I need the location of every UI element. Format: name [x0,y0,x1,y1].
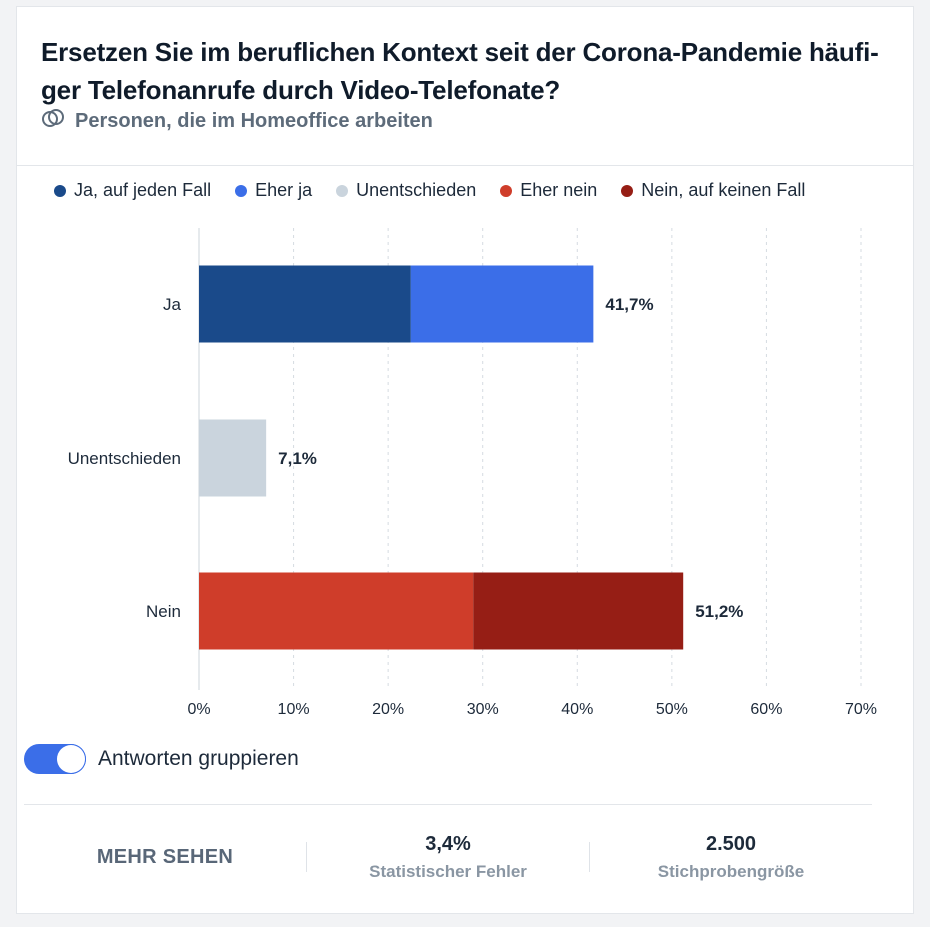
group-answers-toggle-row: Antworten gruppieren [24,744,299,774]
y-category-label: Unentschieden [68,449,181,468]
footer-separator [306,842,307,872]
bar-total-label: 51,2% [695,602,743,621]
legend-label: Eher nein [520,180,598,200]
chart-title: Ersetzen Sie im beruflichen Kontext seit… [41,33,891,109]
legend-label: Unentschieden [356,180,477,200]
legend-dot [336,184,349,197]
chart-title-line-1: Ersetzen Sie im beruflichen Kontext seit… [41,37,879,67]
overlapping-circles-icon [41,106,65,136]
bar-segment [199,265,411,343]
bar-total-label: 7,1% [278,449,317,468]
bar-segment [199,572,474,650]
sample-size-value: 2.500 [705,832,757,855]
x-tick-label: 60% [750,701,782,718]
legend-item-nein-auf-keinen-fall[interactable]: Nein, auf keinen Fall [621,180,805,201]
sample-size-label: Stichprobengröße [657,861,805,881]
toggle-label: Antworten gruppieren [98,747,299,770]
card-footer: MEHR SEHEN 3,4% Statistischer Fehler 2.5… [24,820,872,894]
card-header: Ersetzen Sie im beruflichen Kontext seit… [17,7,913,166]
legend-dot [54,184,66,197]
more-button[interactable]: MEHR SEHEN [91,845,239,870]
legend-item-eher-ja[interactable]: Eher ja [235,180,312,201]
x-tick-label: 10% [278,701,310,718]
chart-subtitle: Personen, die im Homeoffice arbeiten [41,107,433,135]
more-cell: MEHR SEHEN [24,820,306,894]
legend-item-ja-auf-jeden-fall[interactable]: Ja, auf jeden Fall [54,180,211,201]
legend-dot [500,184,513,197]
chart-title-line-2: ger Telefonanrufe durch Video-Telefonate… [41,75,561,105]
x-tick-label: 40% [561,701,593,718]
x-tick-label: 0% [187,701,210,718]
legend-label: Nein, auf keinen Fall [641,180,806,200]
x-tick-label: 50% [656,701,688,718]
toggle-knob [57,745,85,773]
bar-segment [199,419,267,497]
legend-dot [621,184,634,197]
y-category-label: Ja [163,295,182,314]
legend-item-unentschieden[interactable]: Unentschieden [336,180,476,201]
bar-chart: 0% 10% 20% 30% 40% 50% 60% 70% Ja Unentschieden Ne… [68,228,877,718]
bar-segment [473,572,684,650]
subtitle-text: Personen, die im Homeoffice arbeiten [75,109,433,132]
legend-dot [235,184,248,197]
x-tick-label: 70% [845,701,877,718]
x-tick-label: 30% [467,701,499,718]
statistical-error-cell: 3,4% Statistischer Fehler [307,820,589,894]
legend-item-eher-nein[interactable]: Eher nein [500,180,597,201]
footer-separator [589,842,590,872]
legend-label: Ja, auf jeden Fall [74,180,212,200]
legend-label: Eher ja [255,180,313,200]
statistical-error-label: Statistischer Fehler [369,861,527,881]
footer-divider [24,804,872,805]
y-category-label: Nein [146,602,181,621]
x-tick-label: 20% [372,701,404,718]
bar-segment [410,265,594,343]
chart-legend: Ja, auf jeden Fall Eher ja Unentschieden… [54,180,829,201]
group-answers-toggle[interactable] [24,744,86,774]
chart-card: Ersetzen Sie im beruflichen Kontext seit… [16,6,914,914]
bar-total-label: 41,7% [605,295,653,314]
statistical-error-value: 3,4% [425,832,471,855]
sample-size-cell: 2.500 Stichprobengröße [590,820,872,894]
